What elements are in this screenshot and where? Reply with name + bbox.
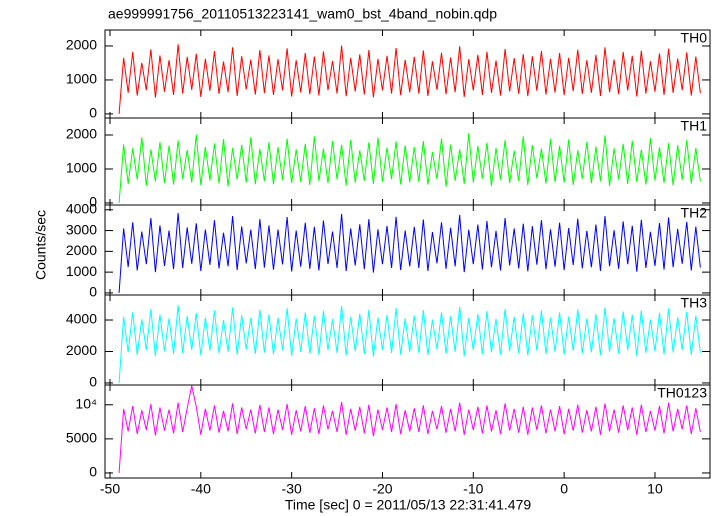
- y-tick-label: 0: [89, 464, 97, 480]
- y-tick-label: 2000: [66, 342, 97, 358]
- x-tick-label: -10: [463, 481, 483, 497]
- panel-frame: [104, 294, 711, 386]
- y-tick-label: 0: [89, 374, 97, 390]
- x-tick-label: -20: [372, 481, 392, 497]
- chart-title: ae999991756_20110513223141_wam0_bst_4ban…: [108, 6, 497, 22]
- panel-label: TH3: [681, 295, 708, 311]
- panel-label: TH0123: [657, 385, 707, 401]
- y-tick-label: 5000: [66, 430, 97, 446]
- x-tick-label: -50: [100, 481, 120, 497]
- y-tick-label: 0: [89, 284, 97, 300]
- y-tick-label: 1000: [66, 263, 97, 279]
- y-tick-label: 1000: [66, 160, 97, 176]
- y-tick-label: 0: [89, 105, 97, 121]
- data-line: [118, 212, 701, 293]
- y-tick-label: 0: [89, 194, 97, 210]
- y-tick-label: 3000: [66, 221, 97, 237]
- x-tick-label: -30: [282, 481, 302, 497]
- data-line: [118, 133, 701, 203]
- y-tick-label: 4000: [66, 311, 97, 327]
- data-line: [118, 385, 701, 473]
- panel-label: TH2: [681, 205, 708, 221]
- y-tick-label: 2000: [66, 37, 97, 53]
- panel-frame: [104, 384, 711, 479]
- y-axis-label: Counts/sec: [33, 210, 49, 280]
- y-tick-label: 1000: [66, 71, 97, 87]
- x-axis-label: Time [sec] 0 = 2011/05/13 22:31:41.479: [285, 497, 532, 513]
- y-tick-label: 2000: [66, 242, 97, 258]
- data-line: [118, 44, 701, 114]
- x-tick-label: 0: [560, 481, 568, 497]
- data-line: [118, 305, 701, 383]
- x-tick-label: 10: [647, 481, 663, 497]
- y-tick-label: 10⁴: [75, 395, 97, 411]
- y-tick-label: 2000: [66, 126, 97, 142]
- x-tick-label: -40: [191, 481, 211, 497]
- panel-label: TH0: [681, 30, 708, 46]
- panel-label: TH1: [681, 118, 708, 134]
- y-tick-label: 4000: [66, 200, 97, 216]
